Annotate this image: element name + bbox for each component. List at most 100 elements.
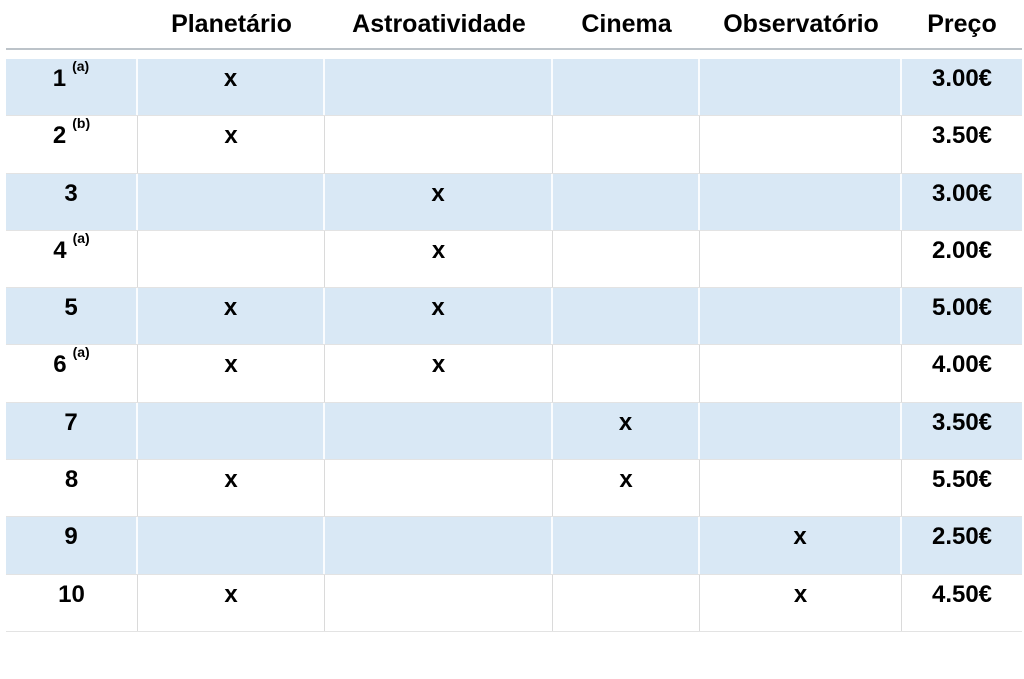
row-number-cell: 3 xyxy=(6,173,138,230)
activity-cell-observatorio xyxy=(700,460,902,517)
activity-cell-planetario: x xyxy=(138,288,325,345)
x-mark: x xyxy=(619,466,633,494)
activity-cell-planetario xyxy=(138,230,325,288)
row-number: 10 xyxy=(58,580,85,608)
pricing-table: Planetário Astroatividade Cinema Observa… xyxy=(6,0,1022,632)
activity-cell-cinema xyxy=(553,59,700,116)
activity-cell-planetario: x xyxy=(138,460,325,517)
x-mark: x xyxy=(223,65,238,92)
row-number-cell: 1 (a) xyxy=(6,58,138,116)
row-number: 2 xyxy=(52,122,67,150)
activity-cell-cinema xyxy=(553,173,700,230)
table-row: 4 (a) x 2.00€ xyxy=(6,229,1022,289)
activity-cell-astroatividade xyxy=(325,574,553,631)
row-number: 9 xyxy=(64,523,78,551)
activity-cell-astroatividade xyxy=(325,402,553,460)
column-header-cinema: Cinema xyxy=(581,9,672,38)
activity-cell-planetario xyxy=(138,173,325,230)
activity-cell-planetario: x xyxy=(138,59,325,116)
price-cell: 2.00€ xyxy=(931,236,993,264)
activity-cell-astroatividade xyxy=(325,460,553,517)
x-mark: x xyxy=(224,351,238,379)
row-number: 4 xyxy=(53,236,67,264)
activity-cell-astroatividade: x xyxy=(325,288,553,345)
price-cell: 5.50€ xyxy=(931,466,993,494)
row-number-cell: 4 (a) xyxy=(6,229,138,288)
activity-cell-cinema xyxy=(553,230,700,288)
row-footnote-marker: (b) xyxy=(72,115,91,132)
activity-cell-cinema xyxy=(553,288,700,345)
row-number: 5 xyxy=(64,294,78,322)
activity-cell-cinema: x xyxy=(553,460,700,517)
activity-cell-astroatividade: x xyxy=(325,173,553,230)
table-header: Planetário Astroatividade Cinema Observa… xyxy=(6,0,1022,50)
x-mark: x xyxy=(793,523,807,551)
x-mark: x xyxy=(431,294,445,322)
price-cell: 5.00€ xyxy=(931,294,993,322)
x-mark: x xyxy=(223,294,238,322)
table-row: 2 (b) x 3.50€ xyxy=(6,115,1022,174)
activity-cell-astroatividade xyxy=(325,116,553,173)
activity-cell-astroatividade xyxy=(325,517,553,574)
row-number-cell: 7 xyxy=(6,402,138,460)
activity-cell-cinema xyxy=(553,345,700,402)
table-row: 7 x 3.50€ xyxy=(6,402,1022,461)
activity-cell-observatorio xyxy=(700,402,902,460)
price-cell: 3.50€ xyxy=(931,408,993,436)
table-row: 10 x x 4.50€ xyxy=(6,574,1022,632)
activity-cell-astroatividade: x xyxy=(325,345,553,402)
column-header-preco: Preço xyxy=(927,9,997,38)
row-number: 3 xyxy=(64,179,78,207)
activity-cell-planetario xyxy=(138,402,325,460)
price-cell: 3.00€ xyxy=(931,65,993,92)
row-number: 1 xyxy=(52,65,67,92)
row-footnote-marker: (a) xyxy=(72,229,90,246)
column-header-observatorio: Observatório xyxy=(723,9,879,38)
table-row: 8 x x 5.50€ xyxy=(6,460,1022,518)
table-row: 9 x 2.50€ xyxy=(6,517,1022,575)
activity-cell-planetario: x xyxy=(138,116,325,173)
column-header-planetario: Planetário xyxy=(171,9,292,38)
table-row: 6 (a) x x 4.00€ xyxy=(6,344,1022,403)
activity-cell-cinema xyxy=(553,574,700,631)
row-number-cell: 8 xyxy=(6,460,138,517)
row-number-cell: 5 xyxy=(6,288,138,345)
activity-cell-observatorio: x xyxy=(700,517,902,574)
row-footnote-marker: (a) xyxy=(72,344,90,361)
price-cell: 2.50€ xyxy=(931,523,993,551)
row-number-cell: 10 xyxy=(6,574,138,631)
x-mark: x xyxy=(431,236,446,264)
activity-cell-cinema xyxy=(553,517,700,574)
activity-cell-observatorio xyxy=(700,59,902,116)
activity-cell-astroatividade xyxy=(325,59,553,116)
column-header-astroatividade: Astroatividade xyxy=(352,9,526,38)
activity-cell-observatorio: x xyxy=(700,574,902,631)
price-cell: 3.50€ xyxy=(931,122,993,150)
activity-cell-cinema xyxy=(553,116,700,173)
price-cell: 3.00€ xyxy=(931,179,993,207)
activity-cell-observatorio xyxy=(700,288,902,345)
row-number-cell: 6 (a) xyxy=(6,344,138,402)
activity-cell-observatorio xyxy=(700,173,902,230)
activity-cell-observatorio xyxy=(700,345,902,402)
table-row: 1 (a) x 3.00€ xyxy=(6,58,1022,117)
row-footnote-marker: (a) xyxy=(72,58,90,74)
row-number: 8 xyxy=(64,466,79,494)
x-mark: x xyxy=(224,580,238,608)
price-cell: 4.00€ xyxy=(931,351,993,379)
row-number-cell: 9 xyxy=(6,517,138,574)
activity-cell-observatorio xyxy=(700,230,902,288)
x-mark: x xyxy=(224,122,238,150)
activity-cell-planetario xyxy=(138,517,325,574)
activity-cell-planetario: x xyxy=(138,574,325,631)
activity-cell-cinema: x xyxy=(553,402,700,460)
x-mark: x xyxy=(431,179,445,207)
x-mark: x xyxy=(224,466,238,494)
table-row: 5 x x 5.00€ xyxy=(6,288,1022,346)
x-mark: x xyxy=(618,408,633,436)
x-mark: x xyxy=(793,580,808,608)
row-number: 6 xyxy=(53,351,67,379)
table-body: 1 (a) x 3.00€ 2 (b) x 3.50€ 3 x 3.00€ 4 (a) x 2.00€ 5 x x… xyxy=(6,59,1022,632)
row-number-cell: 2 (b) xyxy=(6,115,138,173)
